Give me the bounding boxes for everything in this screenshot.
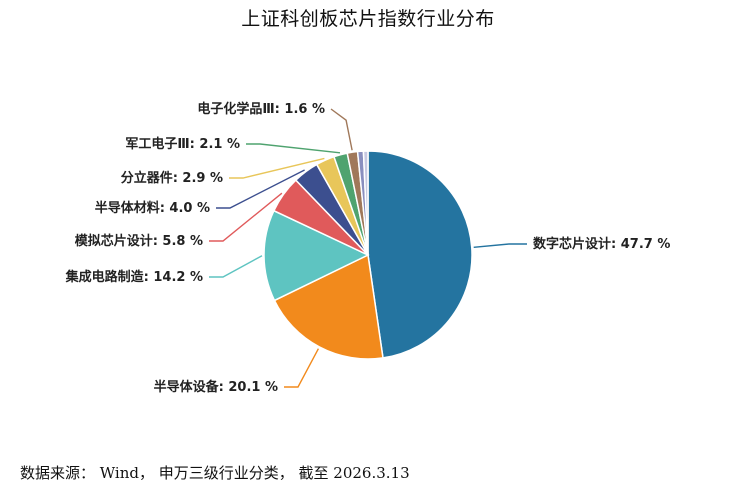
slice-labels: 数字芯片设计: 47.7 % 半导体设备: 20.1 % 集成电路制造: 14.2 … [65, 101, 671, 395]
pie-slices [263, 150, 473, 360]
slice-label-4: 半导体材料: 4.0 % [95, 200, 210, 216]
slice-label-2: 集成电路制造: 14.2 % [65, 269, 203, 285]
leader-line-6 [246, 143, 341, 154]
leader-line-7 [330, 108, 353, 151]
leader-line-5 [229, 157, 325, 179]
slice-label-0: 数字芯片设计: 47.7 % [533, 236, 670, 252]
leader-line-0 [473, 243, 527, 248]
pie-slice-0 [367, 150, 473, 359]
source-note: 数据来源： Wind， 申万三级行业分类， 截至 2026.3.13 [20, 464, 410, 482]
leader-lines [209, 108, 527, 388]
leader-line-4 [216, 169, 305, 209]
chart-title: 上证科创板芯片指数行业分布 [241, 8, 495, 30]
slice-label-7: 电子化学品Ⅲ: 1.6 % [197, 101, 325, 117]
slice-label-3: 模拟芯片设计: 5.8 % [75, 233, 203, 249]
pie-slice-9 [362, 150, 369, 256]
pie-slice-1 [273, 253, 384, 360]
slice-label-5: 分立器件: 2.9 % [121, 170, 223, 186]
slice-label-6: 军工电子Ⅲ: 2.1 % [125, 136, 240, 152]
pie-slice-2 [263, 209, 370, 302]
leader-line-2 [209, 255, 263, 278]
leader-line-1 [284, 348, 320, 388]
leader-line-3 [209, 192, 283, 242]
slice-label-1: 半导体设备: 20.1 % [154, 379, 278, 395]
